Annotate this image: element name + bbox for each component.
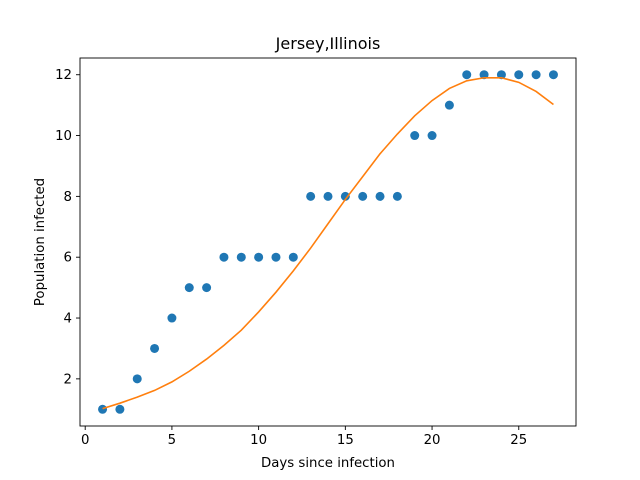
x-tick-label-0: 0 [81, 433, 89, 448]
x-tick-label-5: 5 [168, 433, 176, 448]
x-tick-label-15: 15 [337, 433, 354, 448]
y-tick-label-8: 8 [64, 190, 72, 205]
x-tick-label-25: 25 [510, 433, 527, 448]
axes-frame [79, 57, 577, 427]
data-point-26 [531, 70, 541, 80]
y-axis-label: Population infected [33, 178, 48, 306]
data-point-20 [427, 131, 437, 141]
data-point-14 [323, 191, 333, 201]
data-point-21 [444, 100, 454, 110]
data-point-18 [392, 191, 402, 201]
series-line-1 [102, 76, 554, 410]
data-point-9 [236, 252, 246, 262]
data-point-13 [306, 191, 316, 201]
data-point-1 [98, 404, 108, 414]
y-tick-label-10: 10 [55, 129, 72, 144]
data-point-22 [462, 70, 472, 80]
plot-area: 0 5 10 15 20 25 2 4 6 8 10 12 [55, 57, 577, 448]
data-point-15 [340, 191, 350, 201]
y-tick-label-4: 4 [64, 312, 72, 327]
y-tick-label-12: 12 [55, 68, 72, 83]
data-point-12 [288, 252, 298, 262]
x-tick-label-20: 20 [424, 433, 441, 448]
data-point-17 [375, 191, 385, 201]
data-point-7 [202, 283, 212, 293]
data-point-19 [410, 131, 420, 141]
data-point-3 [132, 374, 142, 384]
data-point-5 [167, 313, 177, 323]
data-point-25 [514, 70, 524, 80]
x-tick-label-10: 10 [250, 433, 267, 448]
data-point-10 [254, 252, 264, 262]
data-point-8 [219, 252, 229, 262]
y-tick-label-2: 2 [64, 372, 72, 387]
data-point-6 [184, 283, 194, 293]
data-point-4 [150, 343, 160, 353]
data-point-27 [548, 70, 558, 80]
y-tick-label-6: 6 [64, 251, 72, 266]
data-point-16 [358, 191, 368, 201]
data-point-2 [115, 404, 125, 414]
data-point-11 [271, 252, 281, 262]
x-axis-label: Days since infection [261, 456, 395, 471]
chart-title: Jersey,Illinois [275, 34, 381, 53]
